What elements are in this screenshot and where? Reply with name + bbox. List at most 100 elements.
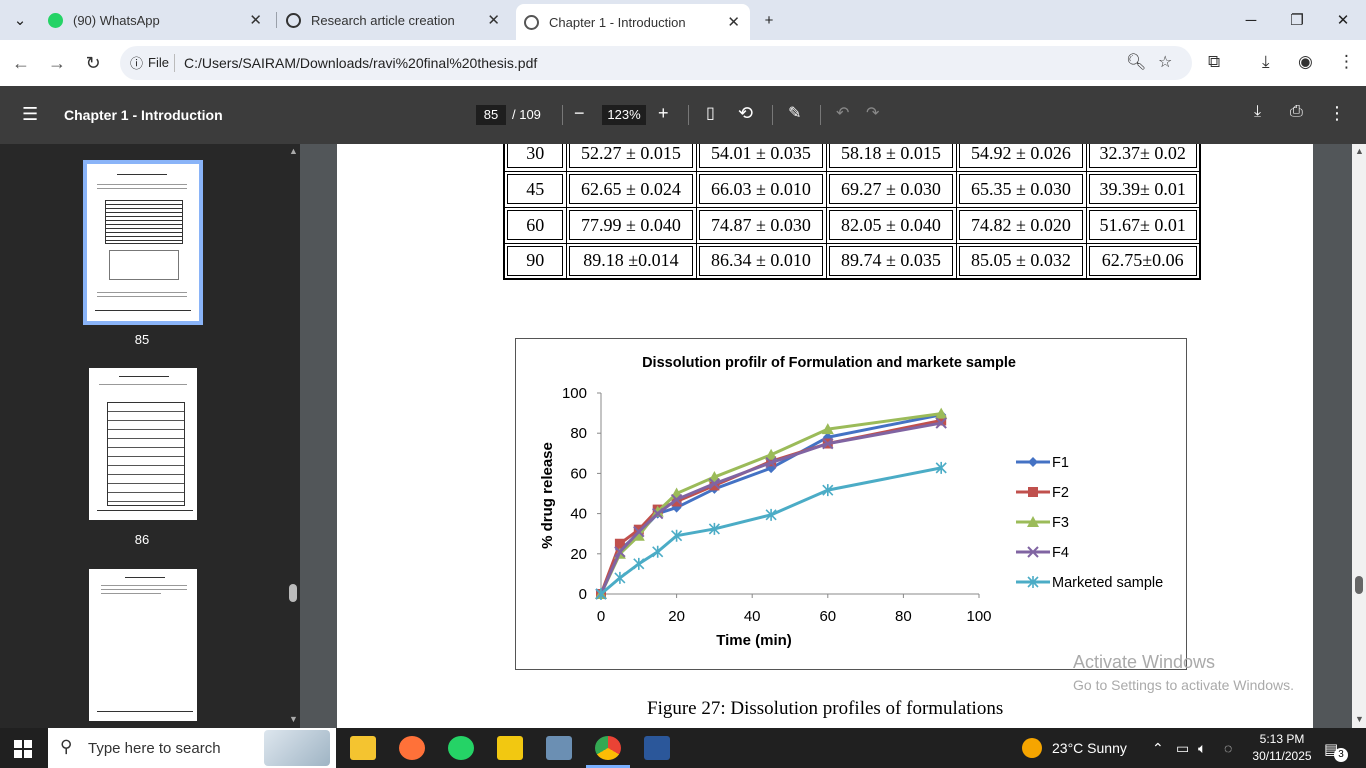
thumb-line [97,188,187,189]
hamburger-menu-icon[interactable]: ☰ [22,104,39,124]
profile-avatar-icon[interactable]: ◉ [1298,52,1313,71]
toolbar-divider [562,105,563,125]
omnibox-divider [174,54,175,72]
tab-research-article[interactable]: Research article creation ✕ [282,0,510,40]
rotate-icon[interactable]: ⟲ [738,103,754,123]
file-label: File [148,55,169,70]
tab-search-chevron-icon[interactable]: ⌄ [13,12,27,29]
table-cell: 86.34 ± 0.010 [695,242,827,280]
y-tick-label: 100 [562,385,587,402]
chart-title: Dissolution profilr of Formulation and m… [642,355,1016,371]
series-line-f4 [599,421,942,595]
legend-label: F4 [1052,545,1069,561]
scroll-up-arrow-icon[interactable]: ▲ [289,146,298,156]
back-arrow-icon[interactable]: ← [12,52,30,73]
scroll-up-arrow-icon[interactable]: ▲ [1355,146,1364,156]
tray-chevron-icon[interactable]: ⌃ [1152,740,1164,756]
browser-menu-kebab-icon[interactable]: ⋮ [1338,52,1355,71]
reload-icon[interactable]: ↻ [85,52,101,73]
tab-whatsapp[interactable]: (90) WhatsApp ✕ [44,0,272,40]
zoom-in-icon[interactable]: + [658,103,669,123]
table-cell: 54.01 ± 0.035 [695,144,827,172]
url-text[interactable]: C:/Users/SAIRAM/Downloads/ravi%20final%2… [184,55,538,71]
downloads-icon[interactable]: ⤓ [1262,52,1270,71]
page-number-input[interactable]: 85 [476,105,506,125]
sidebar-scrollbar[interactable]: ▲ ▼ [286,144,300,728]
minimize-icon[interactable]: ─ [1245,11,1257,29]
chrome-taskbar-icon[interactable] [595,736,621,760]
data-point [1027,546,1039,558]
whatsapp-icon [48,12,63,28]
whatsapp-taskbar-icon[interactable] [448,736,474,760]
series-line-f2 [599,418,942,595]
table-cell: 89.74 ± 0.035 [825,242,957,280]
fit-page-icon[interactable]: ▯ [706,105,715,122]
pdf-more-kebab-icon[interactable]: ⋮ [1328,103,1346,123]
file-explorer-icon[interactable] [350,736,376,760]
sidebar-scroll-thumb[interactable] [289,584,297,602]
download-icon[interactable]: ⤓ [1254,103,1262,120]
taskbar-search-box[interactable]: ⚲ Type here to search [48,728,336,768]
battery-icon[interactable]: ▭ [1176,740,1190,756]
annotate-pen-icon[interactable]: ✎ [788,105,802,122]
bookmark-star-icon[interactable]: ☆ [1158,54,1173,71]
scroll-down-arrow-icon[interactable]: ▼ [1355,714,1364,724]
windows-start-icon[interactable] [14,740,32,758]
table-cell: 65.35 ± 0.030 [955,170,1087,208]
thumbnail-number: 85 [134,332,150,347]
data-point [765,508,777,521]
main-scroll-thumb[interactable] [1355,576,1363,594]
new-tab-plus-icon[interactable]: + [764,11,774,29]
close-tab-icon[interactable]: ✕ [487,12,500,29]
weather-text[interactable]: 23°C Sunny [1052,740,1127,756]
close-tab-icon[interactable]: ✕ [727,14,740,31]
dissolution-table: 30 52.27 ± 0.015 54.01 ± 0.035 58.18 ± 0.01… [503,144,1201,280]
pdf-viewer: 30 52.27 ± 0.015 54.01 ± 0.035 58.18 ± 0.01… [300,144,1352,728]
thumbnail-page-87[interactable] [89,569,197,721]
table-cell: 85.05 ± 0.032 [955,242,1087,280]
omnibox[interactable]: ⓘ File C:/Users/SAIRAM/Downloads/ravi%20… [120,46,1192,80]
remote-desktop-icon[interactable] [546,736,572,760]
redo-icon[interactable]: ↷ [866,105,880,122]
data-point [614,538,625,549]
thumb-footer [97,711,193,712]
x-tick-label: 40 [744,608,761,625]
word-icon[interactable] [644,736,670,760]
y-tick-label: 0 [579,586,587,603]
data-point [709,480,720,491]
firefox-icon[interactable] [399,736,425,760]
data-point [822,437,834,450]
browser-tab-bar: ⌄ (90) WhatsApp ✕ Research article creat… [0,0,1366,40]
thumb-table [107,402,185,506]
clock[interactable]: 5:13 PM 30/11/2025 [1252,732,1312,763]
figure-caption: Figure 27: Dissolution profiles of formu… [647,698,1004,719]
forward-arrow-icon[interactable]: → [48,52,66,73]
thumbnail-page-85[interactable] [83,160,203,325]
data-point [614,546,626,558]
power-bi-icon[interactable] [497,736,523,760]
zoom-level-input[interactable]: 123% [602,105,646,125]
extensions-puzzle-icon[interactable]: ⧉ [1208,52,1221,71]
network-icon[interactable]: ◌ [1224,740,1233,756]
dissolution-chart: Dissolution profilr of Formulation and m… [539,355,1163,649]
close-tab-icon[interactable]: ✕ [249,12,262,29]
zoom-magnifier-icon[interactable]: 🔍︎ [1126,54,1147,71]
zoom-out-icon[interactable]: − [574,103,585,123]
window-close-icon[interactable]: ✕ [1336,12,1350,29]
tab-chapter-1[interactable]: Chapter 1 - Introduction ✕ [516,4,750,40]
restore-icon[interactable]: ❐ [1290,12,1304,29]
scroll-down-arrow-icon[interactable]: ▼ [289,714,298,724]
table-cell: 66.03 ± 0.010 [695,170,827,208]
site-info-chip[interactable]: ⓘ File [130,53,169,72]
thumb-table [105,200,183,244]
volume-icon[interactable]: 🔈︎ [1198,740,1207,756]
weather-sun-icon[interactable] [1022,738,1042,758]
undo-icon[interactable]: ↶ [836,105,850,122]
table-cell: 69.27 ± 0.030 [825,170,957,208]
tab-label: (90) WhatsApp [73,12,160,28]
print-icon[interactable]: ⎙ [1290,103,1303,120]
thumbnail-page-86[interactable] [89,368,197,520]
main-scrollbar[interactable]: ▲ ▼ [1352,144,1366,728]
y-axis-label: % drug release [539,442,556,549]
chrome-globe-icon [524,14,539,30]
